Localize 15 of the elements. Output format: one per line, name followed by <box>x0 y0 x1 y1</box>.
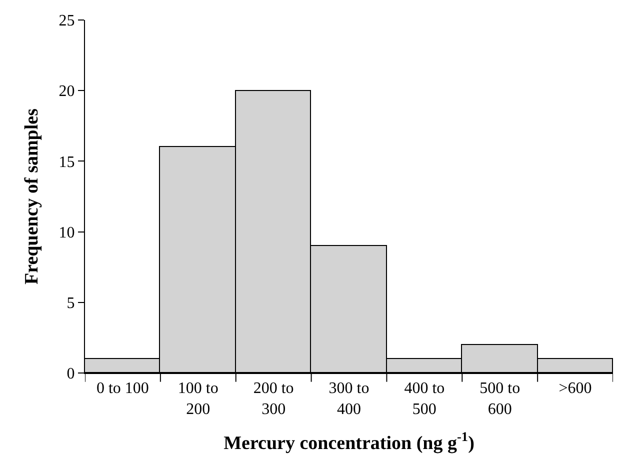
x-tick-label: 500 to 600 <box>480 380 520 418</box>
x-tick-label: 200 to 300 <box>253 380 294 418</box>
y-tick-label: 15 <box>58 154 75 171</box>
y-tick-label: 5 <box>66 295 75 312</box>
y-tick-label: 20 <box>58 83 75 100</box>
x-tick-label: 300 to 400 <box>328 380 370 418</box>
y-tick-label: 10 <box>58 224 75 242</box>
x-tick-label: 400 to 500 <box>404 380 445 418</box>
y-tick-label: 25 <box>58 12 75 30</box>
y-tick-label: 0 <box>66 366 75 383</box>
x-tick-label: 100 to 200 <box>178 380 218 418</box>
y-axis-title: Frequency of samples <box>22 108 43 284</box>
x-tick-label: >600 <box>558 380 592 398</box>
x-axis-title: Mercury concentration (ng g$^{-1}$) <box>224 428 474 454</box>
x-tick-label: 0 to 100 <box>96 380 149 398</box>
